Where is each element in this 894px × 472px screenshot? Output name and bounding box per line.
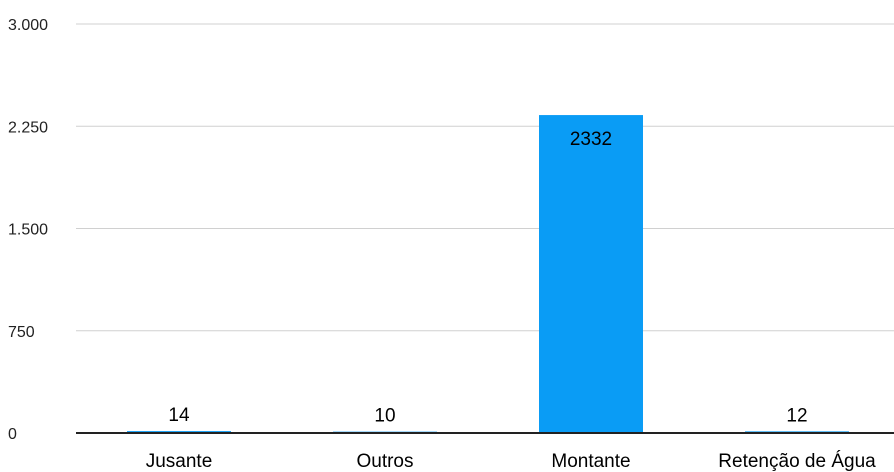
- y-tick-label-3: 2.250: [8, 119, 48, 136]
- category-label-3: Retenção de Água: [718, 451, 876, 472]
- category-label-1: Outros: [356, 451, 413, 472]
- x-axis-category-labels: Jusante Outros Montante Retenção de Água: [146, 451, 876, 472]
- y-tick-label-1: 750: [8, 324, 35, 341]
- y-tick-label-0: 0: [8, 426, 17, 443]
- data-label-1: 10: [374, 406, 395, 427]
- data-label-2: 2332: [570, 129, 612, 150]
- category-label-0: Jusante: [146, 451, 213, 472]
- data-label-3: 12: [786, 405, 807, 426]
- bar-2: [539, 115, 643, 433]
- y-tick-label-2: 1.500: [8, 222, 48, 239]
- bars: [127, 115, 849, 433]
- y-tick-label-4: 3.000: [8, 17, 48, 34]
- y-axis-tick-labels: 0 750 1.500 2.250 3.000: [8, 17, 48, 443]
- gridlines: [76, 23, 894, 332]
- category-label-2: Montante: [551, 451, 630, 472]
- data-labels: 14 10 2332 12: [168, 129, 807, 427]
- data-label-0: 14: [168, 405, 190, 426]
